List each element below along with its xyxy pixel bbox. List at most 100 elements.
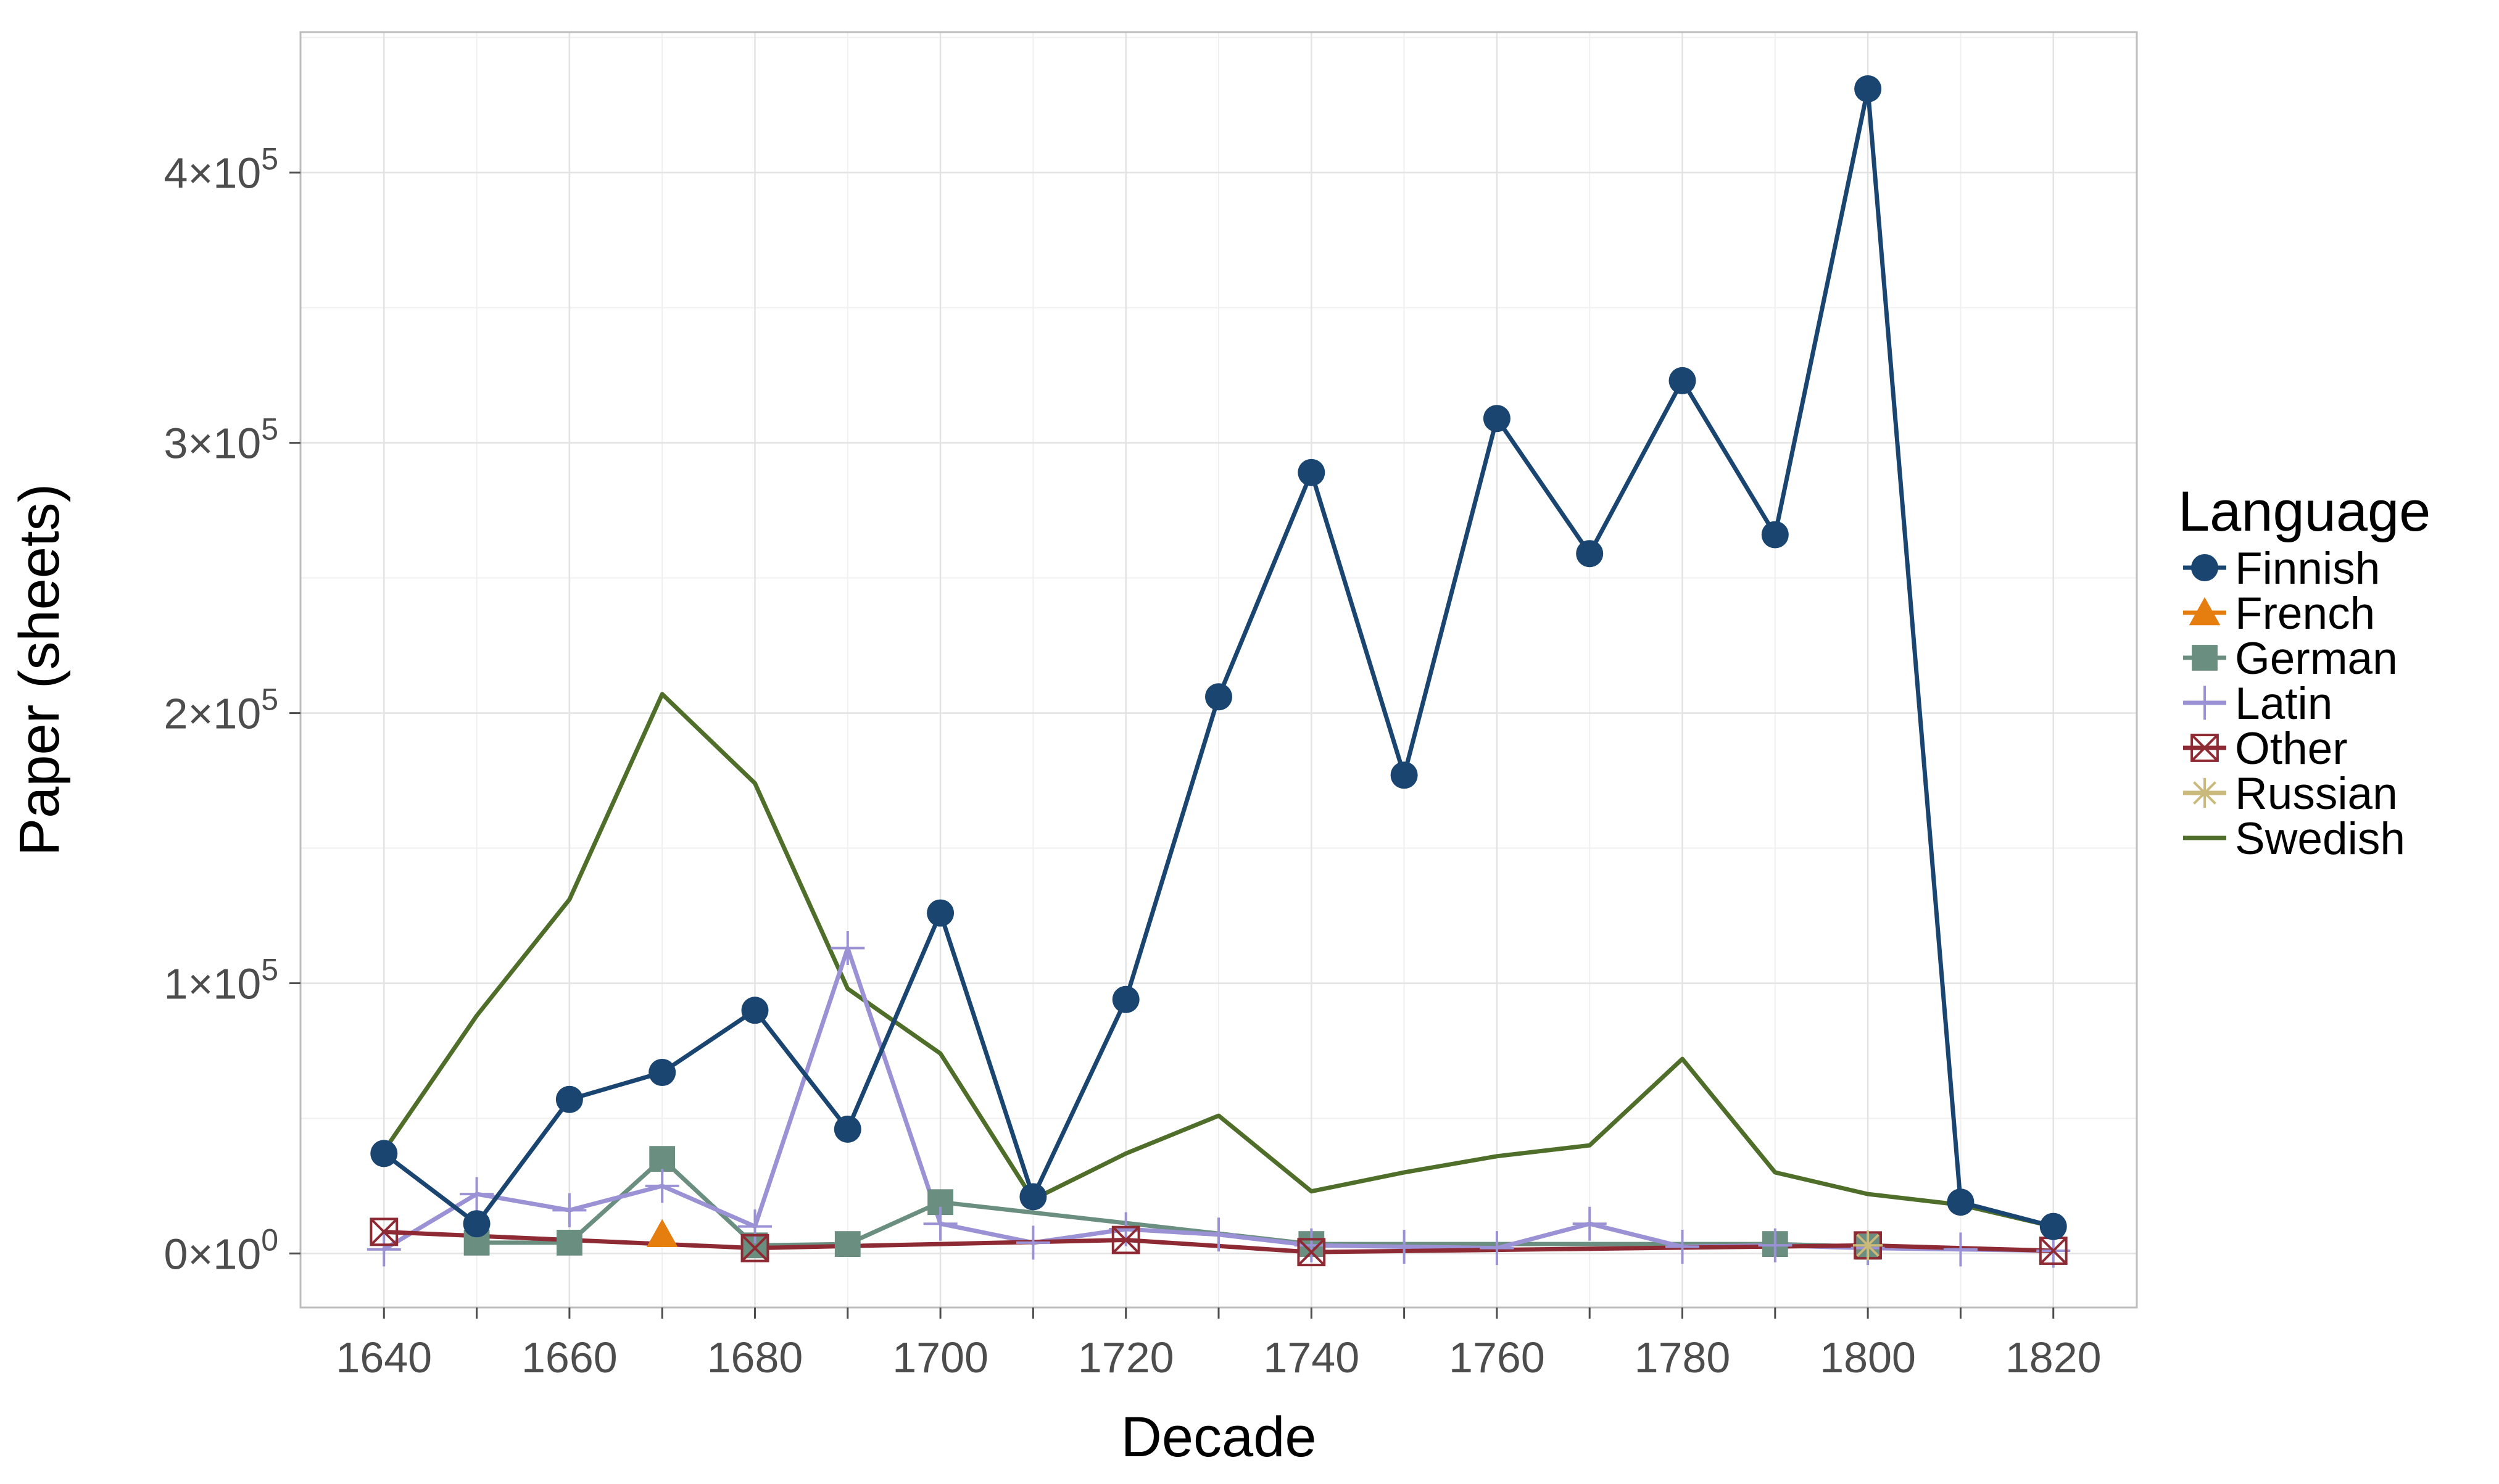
- data-point-finnish: [741, 997, 769, 1024]
- data-point-latin: [1294, 1228, 1328, 1262]
- data-point-finnish: [1298, 458, 1325, 486]
- legend-label-finnish: Finnish: [2235, 544, 2380, 594]
- x-axis-title: Decade: [1121, 1406, 1316, 1469]
- x-tick-label: 1680: [707, 1333, 803, 1382]
- x-tick-label: 1700: [892, 1333, 988, 1382]
- data-point-latin: [1572, 1206, 1607, 1241]
- data-point-other: [740, 1233, 769, 1262]
- x-tick-label: 1720: [1078, 1333, 1174, 1382]
- legend-key-marker: [2190, 734, 2219, 762]
- legend-key-latin: [2183, 686, 2226, 720]
- x-tick-label: 1780: [1635, 1333, 1731, 1382]
- marker-box: [1297, 1238, 1326, 1267]
- data-point-finnish: [370, 1140, 398, 1167]
- marker-circle: [1112, 985, 1140, 1013]
- x-axis: 1640 1660 1680 1700 1720 1740 1760 1780 1800 1820: [336, 1308, 2102, 1382]
- data-point-other: [1111, 1225, 1140, 1254]
- marker-circle: [1761, 521, 1789, 549]
- data-point-other: [370, 1217, 399, 1246]
- data-point-finnish: [649, 1059, 676, 1087]
- marker-circle: [1205, 683, 1232, 711]
- x-tick-label: 1640: [336, 1333, 432, 1382]
- marker-triangle: [2189, 597, 2221, 626]
- y-tick-label: 4×105: [164, 142, 278, 197]
- marker-triangle: [646, 1219, 678, 1248]
- marker-circle: [1298, 458, 1325, 486]
- data-point-other: [1297, 1238, 1326, 1267]
- x-tick-label: 1740: [1263, 1333, 1359, 1382]
- data-point-latin: [1480, 1231, 1514, 1266]
- data-point-latin: [1758, 1228, 1792, 1262]
- y-axis: 0×100 1×105 2×105 3×105 4×105: [164, 142, 300, 1278]
- marker-box-diag: [2190, 734, 2219, 762]
- marker-square: [2192, 645, 2218, 671]
- data-point-finnish: [1761, 521, 1789, 549]
- marker-box-diag: [370, 1218, 398, 1246]
- data-point-latin: [1387, 1229, 1422, 1264]
- marker-circle: [1390, 761, 1418, 789]
- data-point-latin: [1943, 1232, 1978, 1267]
- marker-circle: [1668, 367, 1696, 394]
- marker-circle: [1854, 75, 1882, 102]
- data-point-russian: [1852, 1230, 1883, 1261]
- marker-box: [370, 1217, 399, 1246]
- data-point-finnish: [1854, 75, 1882, 102]
- marker-circle: [834, 1115, 861, 1143]
- marker-box-diag: [2039, 1237, 2068, 1265]
- data-point-finnish: [1947, 1188, 1975, 1216]
- data-point-german: [834, 1231, 861, 1257]
- data-point-german: [649, 1146, 676, 1172]
- legend-key-finnish: [2183, 554, 2226, 581]
- marker-box-diag: [1297, 1238, 1325, 1266]
- legend-key-marker: [2187, 686, 2222, 720]
- data-point-finnish: [1112, 985, 1140, 1013]
- data-point-finnish: [1668, 367, 1696, 394]
- data-point-finnish: [927, 899, 955, 927]
- series-points: [367, 75, 2071, 1268]
- marker-circle: [1947, 1188, 1975, 1216]
- x-tick-label: 1660: [521, 1333, 618, 1382]
- legend-key-marker: [2192, 645, 2218, 671]
- marker-asterisk-line: [2193, 781, 2216, 805]
- data-point-latin: [1665, 1229, 1700, 1264]
- data-point-latin: [737, 1209, 772, 1244]
- marker-circle: [555, 1085, 583, 1113]
- legend-key-marker: [2189, 777, 2220, 808]
- legend-key-german: [2183, 645, 2226, 671]
- legend-label-other: Other: [2235, 724, 2348, 774]
- x-tick-label: 1800: [1820, 1333, 1916, 1382]
- data-point-latin: [1016, 1225, 1050, 1260]
- marker-circle: [463, 1210, 491, 1238]
- y-tick-label: 0×100: [164, 1222, 278, 1278]
- data-point-latin: [552, 1193, 587, 1227]
- data-point-german: [556, 1229, 582, 1256]
- marker-circle: [1576, 540, 1604, 568]
- marker-box: [1111, 1225, 1140, 1254]
- marker-circle: [370, 1140, 398, 1167]
- legend-label-german: German: [2235, 634, 2398, 684]
- data-point-latin: [460, 1177, 494, 1211]
- legend-label-swedish: Swedish: [2235, 814, 2405, 864]
- marker-square: [556, 1229, 582, 1256]
- legend-key-other: [2183, 734, 2226, 762]
- x-tick-label: 1760: [1449, 1333, 1545, 1382]
- data-point-finnish: [1019, 1183, 1047, 1211]
- marker-square: [649, 1146, 676, 1172]
- legend-key-marker: [2189, 597, 2221, 626]
- legend-label-russian: Russian: [2235, 769, 2398, 819]
- data-point-finnish: [463, 1210, 491, 1238]
- legend-key-russian: [2183, 777, 2226, 808]
- y-tick-label: 2×105: [164, 682, 278, 738]
- marker-box-diag: [1112, 1226, 1140, 1254]
- marker-circle: [2191, 554, 2218, 581]
- data-point-finnish: [1390, 761, 1418, 789]
- legend-key-marker: [2191, 554, 2218, 581]
- data-point-finnish: [1576, 540, 1604, 568]
- data-point-french: [646, 1219, 678, 1248]
- legend-key-french: [2183, 597, 2226, 626]
- data-point-finnish: [1205, 683, 1232, 711]
- data-point-latin: [645, 1169, 679, 1203]
- legend: Language FinnishFrenchGermanLatinOtherRu…: [2178, 480, 2431, 864]
- data-point-latin: [367, 1232, 401, 1267]
